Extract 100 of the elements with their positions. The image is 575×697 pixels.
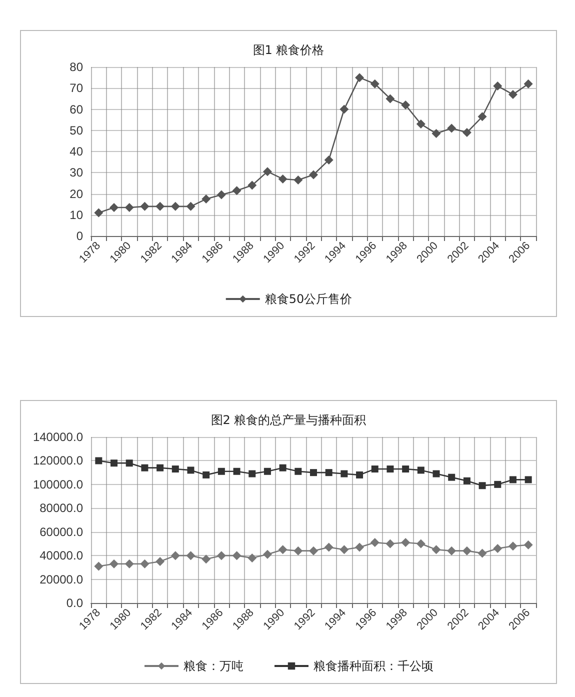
point [248, 180, 257, 190]
point [218, 468, 225, 475]
point [94, 208, 104, 218]
point [324, 542, 334, 552]
point [248, 470, 256, 478]
point [386, 466, 394, 473]
point [156, 464, 164, 472]
point [202, 194, 211, 204]
y-tick-label: 70 [70, 81, 84, 96]
point [294, 468, 302, 475]
point [340, 545, 349, 554]
point [124, 202, 134, 212]
point [508, 542, 518, 551]
y-tick-label: 60000.0 [40, 524, 84, 539]
legend-label: 粮食播种面积：千公顷 [314, 659, 434, 673]
point [432, 129, 441, 138]
point [448, 474, 456, 481]
y-tick-label: 0 [76, 229, 84, 243]
point [524, 476, 532, 484]
point [186, 202, 196, 211]
point [262, 167, 272, 176]
point [294, 176, 303, 185]
point [309, 170, 318, 180]
legend-label: 粮食50公斤售价 [264, 292, 352, 306]
point [216, 551, 226, 560]
point [248, 553, 257, 562]
point [524, 79, 533, 88]
y-tick-label: 40000.0 [40, 548, 84, 563]
y-tick-label: 80000.0 [40, 501, 84, 516]
point [170, 551, 180, 560]
point [478, 112, 487, 122]
point [416, 120, 426, 129]
y-tick-label: 20000.0 [40, 572, 84, 586]
point [524, 540, 533, 550]
point [124, 559, 134, 568]
point [370, 79, 380, 88]
point [432, 470, 440, 478]
point [386, 539, 395, 548]
point [401, 538, 410, 548]
point [355, 73, 364, 82]
point [216, 190, 226, 200]
y-tick-label: 60 [70, 102, 84, 116]
point [432, 545, 441, 554]
point [340, 104, 349, 114]
y-tick-label: 140000.0 [32, 430, 84, 444]
point [463, 477, 470, 484]
point [416, 539, 426, 548]
point [110, 202, 119, 212]
point [386, 94, 395, 104]
point [355, 542, 364, 552]
point [232, 186, 242, 196]
y-tick-label: 120000.0 [32, 454, 84, 468]
point [402, 466, 410, 473]
point [233, 468, 240, 475]
point [140, 202, 150, 211]
point [340, 470, 348, 478]
point [156, 202, 165, 211]
point [509, 476, 516, 484]
point [172, 466, 179, 473]
y-tick-label: 80 [70, 60, 84, 74]
point [202, 471, 210, 478]
point [356, 471, 364, 478]
point [493, 544, 502, 553]
point [294, 546, 303, 556]
point [310, 469, 317, 476]
point [371, 466, 378, 473]
legend-label: 粮食：万吨 [184, 659, 244, 673]
point [278, 545, 288, 554]
point [462, 128, 472, 137]
point [232, 551, 242, 560]
point [324, 155, 334, 164]
point [95, 457, 102, 464]
point [170, 202, 180, 211]
point [462, 546, 472, 556]
point [309, 546, 318, 556]
point [447, 124, 456, 133]
point [447, 546, 456, 556]
point [401, 100, 410, 110]
chart-title: 图1 粮食价格 [252, 43, 324, 57]
point [370, 538, 380, 548]
y-tick-label: 100000.0 [32, 477, 84, 492]
point [264, 468, 271, 475]
y-tick-label: 0.0 [66, 596, 84, 610]
point [202, 554, 211, 564]
point [110, 559, 119, 568]
y-tick-label: 10 [70, 208, 84, 222]
point [126, 460, 133, 467]
point [94, 562, 104, 571]
point [156, 557, 165, 566]
point [325, 469, 332, 476]
point [279, 464, 286, 472]
y-tick-label: 20 [70, 186, 84, 201]
y-tick-label: 30 [70, 166, 84, 180]
point [508, 90, 518, 99]
point [417, 466, 424, 474]
point [478, 548, 487, 558]
y-tick-label: 50 [70, 123, 84, 138]
chart-title: 图2 粮食的总产量与播种面积 [210, 413, 366, 427]
y-tick-label: 40 [70, 144, 84, 158]
point [110, 460, 118, 467]
